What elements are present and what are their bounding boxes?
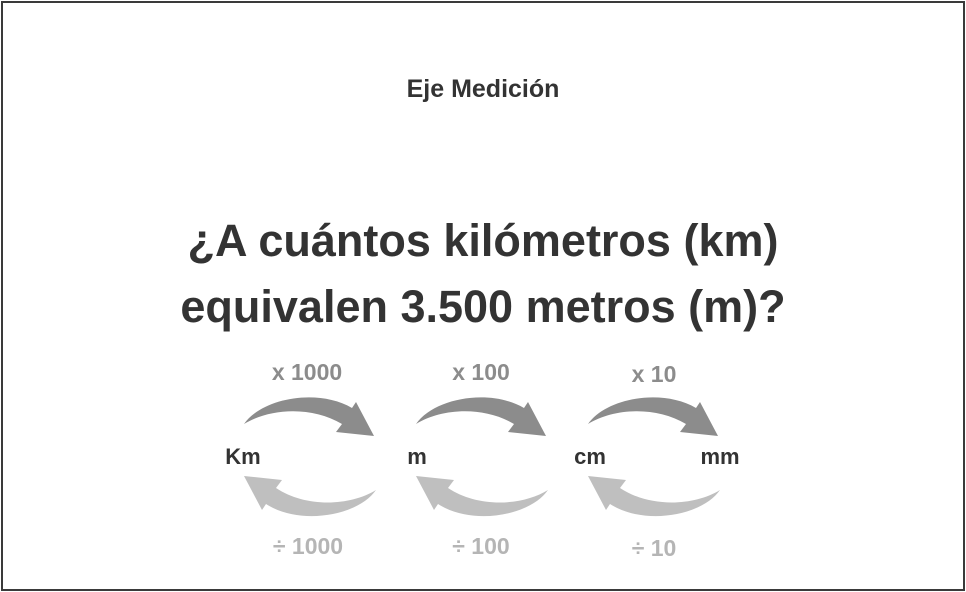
unit-km: Km	[225, 444, 260, 469]
divide-label-100: ÷ 100	[452, 533, 509, 559]
divide-label-1000: ÷ 1000	[273, 533, 343, 559]
multiply-arrow-icon	[416, 397, 546, 436]
multiply-label-1000: x 1000	[272, 359, 342, 385]
divide-arrow-icon	[416, 476, 548, 517]
divide-arrows	[244, 476, 720, 517]
multiply-arrow-icon	[244, 397, 374, 436]
unit-cm: cm	[574, 444, 606, 469]
multiply-label-100: x 100	[452, 359, 510, 385]
question-text: ¿A cuántos kilómetros (km) equivalen 3.5…	[3, 208, 963, 340]
question-line-1: ¿A cuántos kilómetros (km)	[187, 215, 779, 266]
multiply-label-10: x 10	[632, 361, 677, 387]
unit-m: m	[407, 444, 427, 469]
question-line-2: equivalen 3.500 metros (m)?	[180, 281, 786, 332]
divide-arrow-icon	[244, 476, 376, 517]
unit-mm: mm	[700, 444, 739, 469]
divide-arrow-icon	[588, 476, 720, 517]
divide-label-10: ÷ 10	[632, 535, 677, 561]
multiply-arrow-icon	[588, 397, 718, 436]
subject-title: Eje Medición	[406, 75, 560, 103]
multiply-arrows	[244, 397, 718, 436]
